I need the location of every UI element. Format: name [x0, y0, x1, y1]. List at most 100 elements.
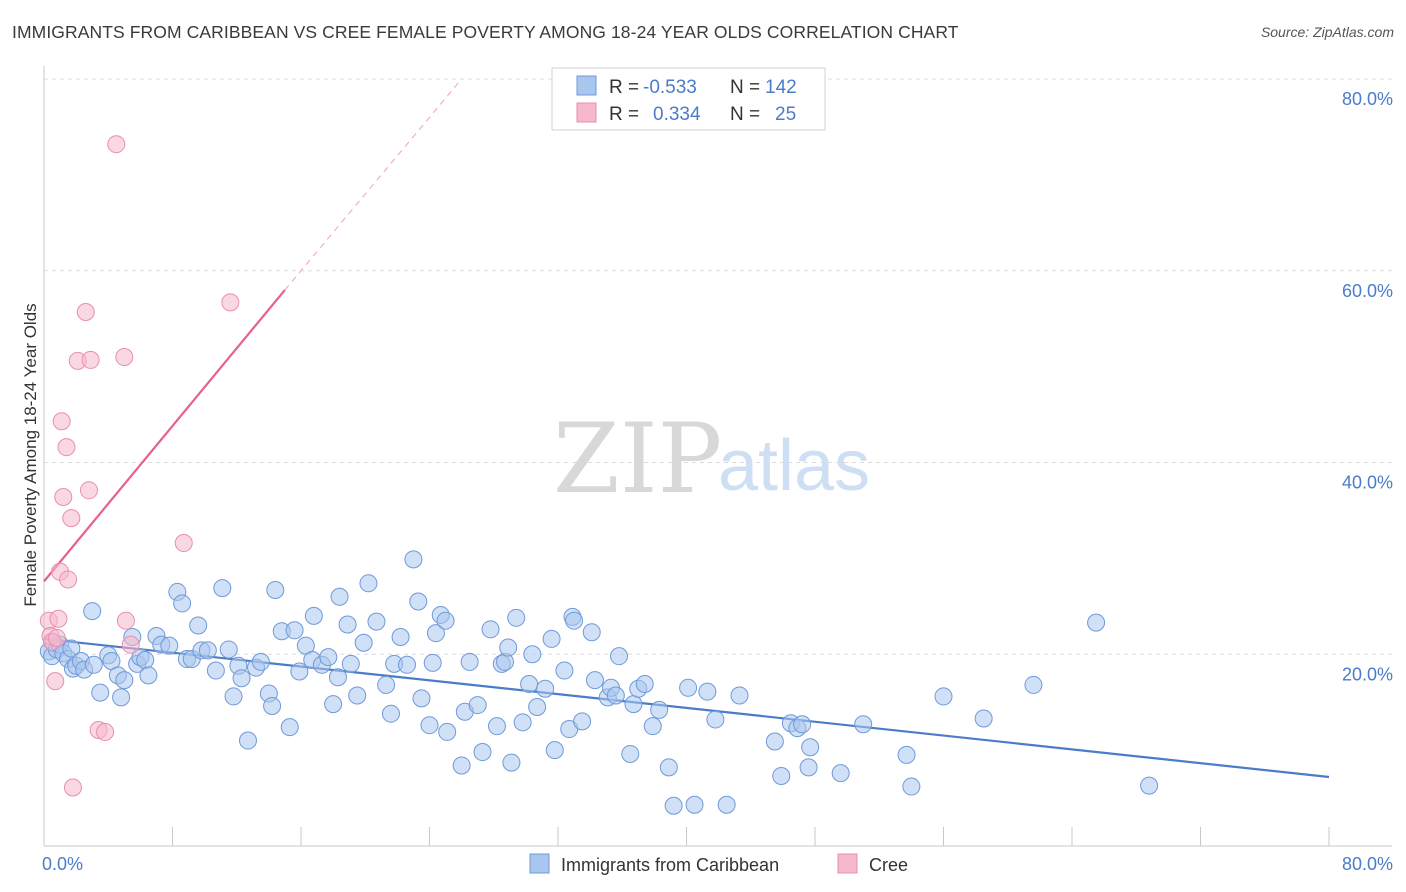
- point-immigrants-from-caribbean: [831, 764, 850, 783]
- point-immigrants-from-caribbean: [341, 654, 360, 673]
- point-immigrants-from-caribbean: [897, 745, 916, 764]
- point-immigrants-from-caribbean: [213, 579, 232, 598]
- point-immigrants-from-caribbean: [328, 668, 347, 687]
- point-immigrants-from-caribbean: [224, 687, 243, 706]
- point-cree: [81, 350, 100, 369]
- point-immigrants-from-caribbean: [520, 674, 539, 693]
- point-cree: [96, 722, 115, 741]
- stats-n-label-pink: N =: [730, 104, 760, 125]
- point-immigrants-from-caribbean: [319, 648, 338, 667]
- stats-swatch-blue: [576, 75, 597, 96]
- point-immigrants-from-caribbean: [359, 574, 378, 593]
- point-cree: [62, 509, 81, 528]
- point-cree: [46, 672, 65, 691]
- point-immigrants-from-caribbean: [348, 686, 367, 705]
- legend-label-cree: Cree: [869, 855, 908, 875]
- point-immigrants-from-caribbean: [635, 674, 654, 693]
- point-immigrants-from-caribbean: [285, 621, 304, 640]
- point-immigrants-from-caribbean: [206, 661, 225, 680]
- point-cree: [63, 778, 82, 797]
- point-immigrants-from-caribbean: [698, 682, 717, 701]
- point-immigrants-from-caribbean: [404, 550, 423, 569]
- point-immigrants-from-caribbean: [542, 629, 561, 648]
- y-axis-label: Female Poverty Among 18-24 Year Olds: [21, 303, 40, 606]
- point-immigrants-from-caribbean: [409, 592, 428, 611]
- point-immigrants-from-caribbean: [426, 624, 445, 643]
- point-cree: [174, 534, 193, 553]
- point-immigrants-from-caribbean: [473, 743, 492, 762]
- point-immigrants-from-caribbean: [487, 717, 506, 736]
- point-immigrants-from-caribbean: [251, 652, 270, 671]
- point-immigrants-from-caribbean: [545, 741, 564, 760]
- stats-r-value-blue: -0.533: [643, 77, 697, 98]
- watermark: ZIP atlas: [553, 403, 870, 515]
- axes: [43, 66, 1392, 847]
- point-immigrants-from-caribbean: [83, 602, 102, 621]
- point-immigrants-from-caribbean: [610, 647, 629, 666]
- point-immigrants-from-caribbean: [679, 678, 698, 697]
- point-immigrants-from-caribbean: [280, 718, 299, 737]
- watermark-zip: ZIP: [553, 403, 722, 515]
- point-immigrants-from-caribbean: [115, 671, 134, 690]
- point-immigrants-from-caribbean: [585, 671, 604, 690]
- point-immigrants-from-caribbean: [573, 712, 592, 731]
- y-tick-label: 80.0%: [1342, 89, 1393, 109]
- point-immigrants-from-caribbean: [238, 731, 257, 750]
- point-immigrants-from-caribbean: [84, 655, 103, 674]
- point-immigrants-from-caribbean: [528, 697, 547, 716]
- point-immigrants-from-caribbean: [717, 795, 736, 814]
- stats-r-value-pink: 0.334: [653, 104, 701, 125]
- point-immigrants-from-caribbean: [507, 608, 526, 627]
- point-immigrants-from-caribbean: [513, 713, 532, 732]
- point-immigrants-from-caribbean: [664, 796, 683, 815]
- x-tick-label-right: 80.0%: [1342, 854, 1393, 874]
- point-immigrants-from-caribbean: [367, 612, 386, 631]
- legend-label-caribbean: Immigrants from Caribbean: [561, 855, 779, 875]
- point-immigrants-from-caribbean: [685, 795, 704, 814]
- point-immigrants-from-caribbean: [765, 732, 784, 751]
- point-immigrants-from-caribbean: [902, 777, 921, 796]
- point-immigrants-from-caribbean: [139, 666, 158, 685]
- point-immigrants-from-caribbean: [481, 620, 500, 639]
- point-immigrants-from-caribbean: [232, 669, 251, 688]
- point-immigrants-from-caribbean: [189, 616, 208, 635]
- point-immigrants-from-caribbean: [582, 623, 601, 642]
- stats-legend: R = -0.533 N = 142 R = 0.334 N = 25: [551, 67, 826, 131]
- point-cree: [115, 348, 134, 367]
- trend-line-cree: [43, 289, 286, 583]
- point-immigrants-from-caribbean: [854, 715, 873, 734]
- point-immigrants-from-caribbean: [423, 653, 442, 672]
- point-immigrants-from-caribbean: [499, 638, 518, 657]
- y-tick-label: 20.0%: [1342, 664, 1393, 684]
- point-immigrants-from-caribbean: [1140, 776, 1159, 795]
- point-immigrants-from-caribbean: [354, 633, 373, 652]
- point-immigrants-from-caribbean: [555, 661, 574, 680]
- point-immigrants-from-caribbean: [565, 611, 584, 630]
- point-immigrants-from-caribbean: [62, 639, 81, 658]
- stats-r-label-pink: R =: [609, 104, 639, 125]
- point-immigrants-from-caribbean: [219, 640, 238, 659]
- point-immigrants-from-caribbean: [974, 709, 993, 728]
- stats-swatch-pink: [576, 102, 597, 123]
- point-cree: [121, 635, 140, 654]
- series-legend: Immigrants from Caribbean Cree: [529, 853, 908, 875]
- point-immigrants-from-caribbean: [706, 710, 725, 729]
- point-immigrants-from-caribbean: [772, 767, 791, 786]
- point-immigrants-from-caribbean: [304, 606, 323, 625]
- point-immigrants-from-caribbean: [136, 651, 155, 670]
- point-immigrants-from-caribbean: [160, 636, 179, 655]
- point-immigrants-from-caribbean: [799, 758, 818, 777]
- point-immigrants-from-caribbean: [377, 675, 396, 694]
- data-points: [39, 135, 1159, 815]
- gridlines: [44, 78, 1392, 655]
- tick-labels: 80.0% 60.0% 40.0% 20.0% 0.0% 80.0%: [42, 89, 1393, 874]
- point-cree: [54, 488, 73, 507]
- point-immigrants-from-caribbean: [536, 679, 555, 698]
- point-immigrants-from-caribbean: [606, 686, 625, 705]
- point-immigrants-from-caribbean: [420, 716, 439, 735]
- point-cree: [59, 570, 78, 589]
- point-cree: [107, 135, 126, 154]
- point-cree: [221, 293, 240, 312]
- x-tick-label-left: 0.0%: [42, 854, 83, 874]
- watermark-atlas: atlas: [718, 426, 870, 506]
